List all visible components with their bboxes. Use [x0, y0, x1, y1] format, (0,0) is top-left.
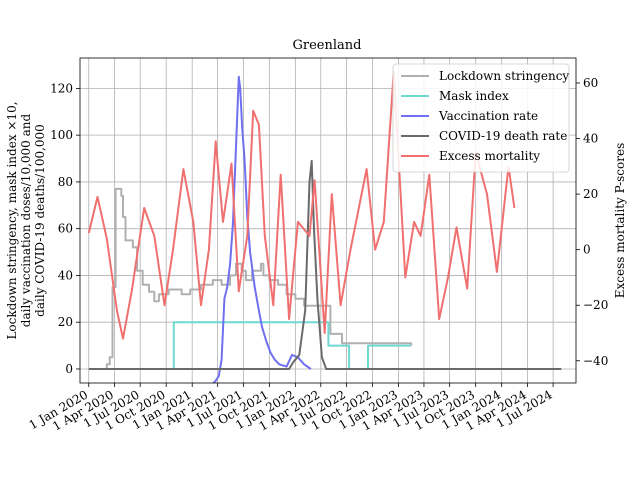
y-tick-label-right: 60 — [583, 76, 598, 90]
series-line-lockdown-stringency — [88, 187, 413, 370]
y-tick-label-left: 0 — [65, 362, 73, 376]
y-tick-label-right: −40 — [583, 354, 608, 368]
series-line-mask-index — [88, 321, 412, 370]
y-axis-label-left-line: daily vaccination doses/10,000 and — [19, 114, 33, 328]
y-tick-label-left: 20 — [58, 315, 73, 329]
series-line-covid-19-death-rate — [88, 159, 562, 370]
y-axis-label-left: Lockdown stringency, mask index ×10,dail… — [5, 101, 47, 339]
y-tick-label-right: 40 — [583, 132, 598, 146]
svg-text:Lockdown stringency, mask inde: Lockdown stringency, mask index ×10,dail… — [5, 101, 47, 339]
y-tick-label-right: −20 — [583, 298, 608, 312]
y-tick-label-left: 120 — [50, 81, 73, 95]
series-line-excess-mortality — [87, 70, 516, 340]
legend: Lockdown stringency Mask index Vaccination… — [392, 63, 570, 173]
legend-entry: Excess mortality — [439, 149, 540, 163]
y-tick-label-left: 60 — [58, 222, 73, 236]
grid — [80, 58, 576, 383]
y-axis-label-left-line: daily COVID-19 deaths/100,000 — [33, 124, 47, 317]
legend-entry: Lockdown stringency — [439, 69, 569, 83]
chart-title: Greenland — [293, 38, 362, 53]
legend-box — [392, 63, 570, 173]
legend-entry: Mask index — [439, 89, 509, 103]
legend-entry: COVID-19 death rate — [439, 129, 567, 143]
legend-entry: Vaccination rate — [438, 109, 538, 123]
y-tick-label-left: 40 — [58, 268, 73, 282]
y-tick-label-left: 80 — [58, 175, 73, 189]
y-axis-label-right: Excess mortality P-scores — [613, 143, 627, 298]
y-tick-label-right: 0 — [583, 243, 591, 257]
y-tick-label-left: 100 — [50, 128, 73, 142]
y-tick-label-right: 20 — [583, 187, 598, 201]
series-line-vaccination-rate — [212, 75, 312, 383]
plot-area — [79, 57, 577, 384]
y-axis-label-left-line: Lockdown stringency, mask index ×10, — [5, 101, 19, 339]
series-layer — [87, 70, 562, 383]
